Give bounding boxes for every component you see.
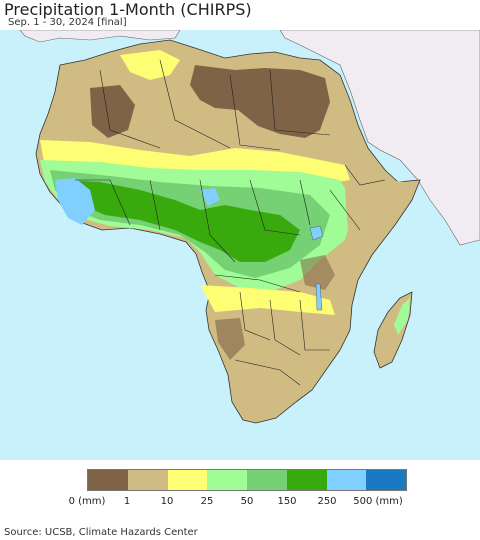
lake-victoria xyxy=(309,225,324,241)
precipitation-map xyxy=(0,30,480,460)
dark-green-wet-zone xyxy=(60,180,300,262)
madagascar-wet-east xyxy=(394,298,410,335)
kalahari-dry xyxy=(215,318,245,360)
southern-africa-dry xyxy=(210,295,340,418)
europe-land xyxy=(19,30,181,43)
north-coast-light xyxy=(120,50,180,80)
very-wet-patch-central xyxy=(200,188,220,206)
map-subtitle: Sep. 1 - 30, 2024 [final] xyxy=(8,17,127,28)
legend-swatch-0 xyxy=(88,470,128,490)
source-credit: Source: UCSB, Climate Hazards Center xyxy=(4,527,198,538)
africa-map-svg xyxy=(19,30,480,424)
country-borders xyxy=(75,59,386,386)
lake-malawi xyxy=(315,283,323,311)
legend-tick-4: 50 xyxy=(240,496,254,507)
horn-of-africa-dry xyxy=(345,180,405,250)
very-wet-west-coast xyxy=(55,178,95,225)
legend-swatch-7 xyxy=(366,470,406,490)
legend-swatch-4 xyxy=(247,470,287,490)
sahara-dry-zone xyxy=(190,65,330,138)
western-sahara-dry xyxy=(90,85,135,138)
legend-swatch-5 xyxy=(286,470,327,490)
legend-color-bar xyxy=(87,469,407,491)
legend-swatch-1 xyxy=(127,470,168,490)
legend-swatch-6 xyxy=(326,470,367,490)
legend-tick-3: 25 xyxy=(200,496,214,507)
map-title: Precipitation 1-Month (CHIRPS) xyxy=(4,0,252,19)
legend-tick-5: 150 xyxy=(277,496,297,507)
middle-east-land xyxy=(279,30,480,246)
precipitation-legend: 0 (mm) 1 10 25 50 150 250 500 (mm) xyxy=(0,460,480,522)
legend-tick-0: 0 (mm) xyxy=(68,496,106,507)
legend-tick-1: 1 xyxy=(123,496,131,507)
legend-swatch-3 xyxy=(207,470,247,490)
legend-tick-2: 10 xyxy=(160,496,174,507)
legend-tick-6: 250 xyxy=(317,496,337,507)
southern-yellow-belt xyxy=(200,285,335,315)
east-africa-brown xyxy=(300,255,335,290)
legend-swatch-2 xyxy=(167,470,208,490)
legend-tick-7: 500 (mm) xyxy=(353,496,403,507)
